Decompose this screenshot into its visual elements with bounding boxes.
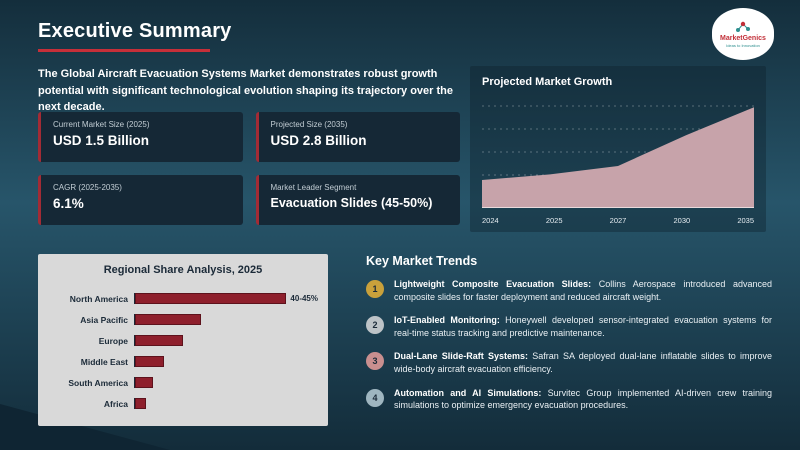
- bar-row: North America 40-45%: [48, 288, 318, 309]
- molecule-icon: [736, 21, 750, 32]
- growth-chart-title: Projected Market Growth: [482, 76, 613, 88]
- bar-category-label: Europe: [98, 335, 128, 346]
- bar-track: [134, 377, 318, 388]
- bar-category-label: North America: [69, 293, 128, 304]
- trend-item-2: 2 IoT-Enabled Monitoring: Honeywell deve…: [366, 314, 772, 339]
- bar-track: [134, 398, 318, 409]
- bar-row: Europe: [48, 330, 318, 351]
- trends-title: Key Market Trends: [366, 254, 478, 268]
- key-market-trends: Key Market Trends 1 Lightweight Composit…: [366, 254, 772, 423]
- bar-category-label: Africa: [103, 398, 128, 409]
- marketgenics-logo: MarketGenics Ideas to Innovation: [712, 8, 774, 60]
- bar: [135, 356, 165, 367]
- regional-bar-chart: North America 40-45% Asia Pacific Europe Mid…: [48, 288, 318, 414]
- bar-row: Africa: [48, 393, 318, 414]
- title-underline: [38, 49, 210, 52]
- bar-category-label: Asia Pacific: [80, 314, 128, 325]
- trend-number-badge: 2: [366, 316, 384, 335]
- trend-text: IoT-Enabled Monitoring: Honeywell develo…: [394, 315, 772, 338]
- page-title: Executive Summary: [38, 20, 232, 42]
- bar: [135, 377, 154, 388]
- x-tick-label: 2027: [609, 216, 627, 225]
- bar-category-label: South America: [68, 377, 128, 388]
- stat-value: USD 2.8 Billion: [270, 133, 367, 148]
- bar-track: [134, 356, 318, 367]
- bar-value-label: 40-45%: [290, 294, 318, 303]
- bar: [135, 335, 183, 346]
- bar: [135, 398, 146, 409]
- trend-text: Lightweight Composite Evacuation Slides:…: [394, 279, 772, 302]
- stat-label: Current Market Size (2025): [53, 120, 150, 129]
- stat-card-leader-segment: Market Leader Segment Evacuation Slides …: [255, 175, 460, 225]
- projected-growth-panel: Projected Market Growth 2024 2025 2027 2030…: [470, 66, 766, 232]
- regional-chart-title: Regional Share Analysis, 2025: [103, 264, 263, 276]
- trend-item-1: 1 Lightweight Composite Evacuation Slide…: [366, 278, 772, 303]
- stat-label: Projected Size (2035): [270, 120, 348, 129]
- trend-number-badge: 3: [366, 352, 384, 371]
- bar-row: South America: [48, 372, 318, 393]
- trend-item-4: 4 Automation and AI Simulations: Survite…: [366, 387, 772, 412]
- intro-paragraph: The Global Aircraft Evacuation Systems M…: [38, 68, 453, 113]
- stat-card-projected-size: Projected Size (2035) USD 2.8 Billion: [255, 112, 460, 162]
- bar-track: [134, 335, 318, 346]
- bar-row: Middle East: [48, 351, 318, 372]
- trend-number-badge: 4: [366, 388, 384, 407]
- bar: [135, 293, 287, 304]
- growth-area-chart: [482, 105, 754, 208]
- trend-number-badge: 1: [366, 280, 384, 298]
- x-tick-label: 2030: [673, 216, 691, 225]
- stat-value: USD 1.5 Billion: [53, 133, 150, 148]
- bar-category-label: Middle East: [80, 356, 128, 367]
- logo-name: MarketGenics: [720, 35, 766, 42]
- bar-track: [134, 314, 318, 325]
- regional-share-panel: Regional Share Analysis, 2025 North Amer…: [38, 254, 328, 426]
- stat-label: Market Leader Segment: [270, 183, 357, 192]
- growth-chart-x-axis: 2024 2025 2027 2030 2035: [482, 216, 754, 225]
- trend-text: Automation and AI Simulations: Survitec …: [394, 387, 773, 411]
- logo-tagline: Ideas to Innovation: [726, 43, 760, 48]
- x-tick-label: 2024: [482, 216, 499, 225]
- stat-label: CAGR (2025-2035): [53, 183, 122, 192]
- trend-text: Dual-Lane Slide-Raft Systems: Safran SA …: [394, 351, 772, 374]
- bar: [135, 314, 201, 325]
- trend-item-3: 3 Dual-Lane Slide-Raft Systems: Safran S…: [366, 350, 772, 375]
- stat-value: 6.1%: [53, 196, 84, 211]
- stat-card-cagr: CAGR (2025-2035) 6.1%: [38, 175, 243, 225]
- stat-card-current-size: Current Market Size (2025) USD 1.5 Billi…: [38, 112, 243, 162]
- stat-cards: Current Market Size (2025) USD 1.5 Billi…: [38, 112, 460, 225]
- bar-row: Asia Pacific: [48, 309, 318, 330]
- x-tick-label: 2025: [545, 216, 563, 225]
- stat-value: Evacuation Slides (45-50%): [270, 196, 433, 210]
- x-tick-label: 2035: [737, 216, 754, 225]
- bar-track: 40-45%: [134, 293, 318, 304]
